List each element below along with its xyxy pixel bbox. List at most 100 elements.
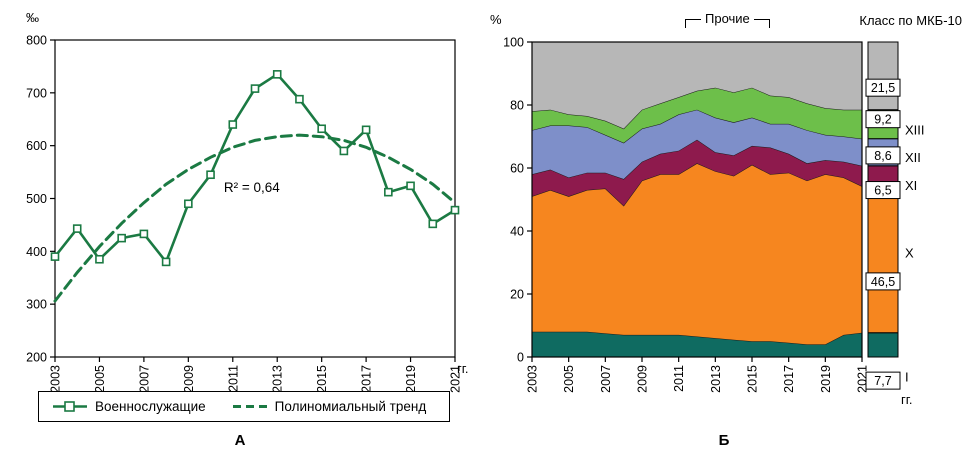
- area-i: [532, 331, 862, 357]
- square-marker: [228, 120, 238, 129]
- square-marker: [406, 181, 415, 191]
- series-markers: [50, 70, 460, 267]
- class-numeral-xi: XI: [905, 178, 917, 193]
- square-marker: [428, 219, 438, 229]
- bar-segment-i: [867, 332, 899, 358]
- value-box-label-i: 7,7: [874, 374, 891, 388]
- y-tick-label: 700: [26, 86, 47, 100]
- value-box-label-xiii: 9,2: [874, 113, 891, 127]
- x-tick-label: 2003: [49, 365, 63, 393]
- class-numeral-i: I: [905, 369, 909, 384]
- legend-label-trend: Полиномиальный тренд: [274, 399, 427, 414]
- square-marker: [72, 224, 82, 233]
- chart-a-plot: 200 300 400 500 600 700 800 2003 2005 2007 2009 201…: [26, 34, 463, 393]
- x-tick-label: 2017: [360, 365, 374, 393]
- value-box-others: [865, 78, 901, 97]
- others-label: Прочие: [705, 11, 750, 26]
- y-tick-label: 80: [510, 99, 524, 113]
- value-box-label-x: 46,5: [871, 275, 895, 289]
- panel-b-label: Б: [718, 432, 730, 449]
- bracket-left-icon: [685, 19, 701, 28]
- x-tick-label: 2015: [746, 365, 760, 393]
- area-x: [532, 163, 862, 345]
- y-axis: 0 20 40 60 80 100: [503, 36, 532, 365]
- square-marker: [295, 94, 304, 104]
- trend-line: [53, 133, 457, 303]
- chart-a-x-unit: гг.: [457, 361, 469, 376]
- stacked-areas: [531, 41, 863, 357]
- y-tick-label: 300: [26, 298, 47, 312]
- legend-item-trend: Полиномиальный тренд: [232, 399, 427, 414]
- value-box-label-xii: 8,6: [874, 149, 891, 163]
- icd-class-heading: Класс по МКБ-10: [859, 13, 962, 28]
- y-tick-label: 20: [510, 288, 524, 302]
- x-tick-label: 2003: [526, 365, 540, 393]
- x-tick-label: 2017: [782, 365, 796, 393]
- y-tick-label: 100: [503, 36, 524, 50]
- square-marker: [272, 70, 282, 79]
- x-tick-label: 2021: [449, 365, 463, 393]
- y-axis: 200 300 400 500 600 700 800: [26, 34, 55, 365]
- square-marker: [450, 205, 460, 215]
- value-box-i: [865, 371, 901, 390]
- value-box-label-others: 21,5: [871, 81, 895, 95]
- square-marker: [317, 124, 326, 134]
- y-tick-label: 60: [510, 162, 524, 176]
- x-tick-label: 2005: [562, 365, 576, 393]
- square-marker: [384, 187, 393, 197]
- y-tick-label: 600: [26, 139, 47, 153]
- dashed-line-sample: [232, 405, 267, 408]
- x-tick-label: 2011: [672, 365, 686, 392]
- x-tick-label: 2015: [315, 365, 329, 393]
- square-marker: [95, 254, 104, 264]
- chart-a-y-unit: ‰: [26, 10, 39, 25]
- x-tick-label: 2007: [599, 365, 613, 393]
- chart-b-plot: 0 20 40 60 80 100 2003 2005 2007 2009 2011 2013 2015…: [503, 36, 925, 393]
- y-tick-label: 800: [26, 34, 47, 48]
- square-marker: [206, 170, 215, 180]
- chart-b-y-unit: %: [490, 12, 502, 27]
- square-marker: [339, 146, 349, 156]
- class-numeral-x: X: [905, 246, 914, 261]
- value-box-xii: [865, 146, 901, 165]
- legend-label-servicemen: Военнослужащие: [95, 399, 206, 414]
- square-marker: [184, 199, 193, 209]
- x-tick-label: 2007: [137, 365, 151, 393]
- y-tick-label: 400: [26, 245, 47, 259]
- area-others: [532, 42, 862, 129]
- chart-a-panel: 200 300 400 500 600 700 800 2003 2005 2007 2009 201…: [0, 0, 480, 463]
- legend-item-servicemen: Военнослужащие: [52, 399, 206, 414]
- square-marker: [139, 229, 149, 239]
- x-axis: 2003 2005 2007 2009 2011 2013 2015 2017 2019 2021: [49, 357, 463, 393]
- x-tick-label: 2013: [709, 365, 723, 393]
- area-xiii: [532, 87, 862, 143]
- others-callout: Прочие: [685, 11, 770, 28]
- class-numeral-xiii: XIII: [905, 123, 925, 138]
- class-numeral-xii: XII: [905, 150, 921, 165]
- x-tick-label: 2013: [271, 365, 285, 393]
- x-tick-label: 2009: [636, 365, 650, 393]
- bracket-right-icon: [753, 19, 770, 28]
- series-line-marker-sample: [53, 401, 87, 412]
- bar-segment-x: [867, 185, 899, 334]
- square-marker: [161, 257, 171, 267]
- value-box-xiii: [865, 110, 901, 129]
- y-tick-label: 40: [510, 225, 524, 239]
- y-tick-label: 200: [26, 351, 47, 365]
- plot-frame: [531, 41, 863, 358]
- area-xii: [532, 109, 862, 179]
- x-tick-label: 2011: [226, 365, 240, 392]
- chart-b-x-unit: гг.: [901, 392, 913, 407]
- x-tick-label: 2009: [182, 365, 196, 393]
- value-box-xi: [865, 181, 901, 200]
- square-marker: [117, 233, 126, 243]
- x-tick-label: 2005: [93, 365, 107, 393]
- value-boxes: 7,7 46,5 6,5 8,6 9,2 21,5: [865, 78, 901, 390]
- x-tick-label: 2019: [404, 365, 418, 393]
- square-marker: [250, 84, 260, 93]
- square-marker: [361, 125, 371, 135]
- value-box-x: [865, 272, 901, 291]
- chart-a-legend: Военнослужащие Полиномиальный тренд: [38, 391, 450, 422]
- panel-a-label: А: [234, 432, 246, 449]
- y-tick-label: 0: [517, 351, 524, 365]
